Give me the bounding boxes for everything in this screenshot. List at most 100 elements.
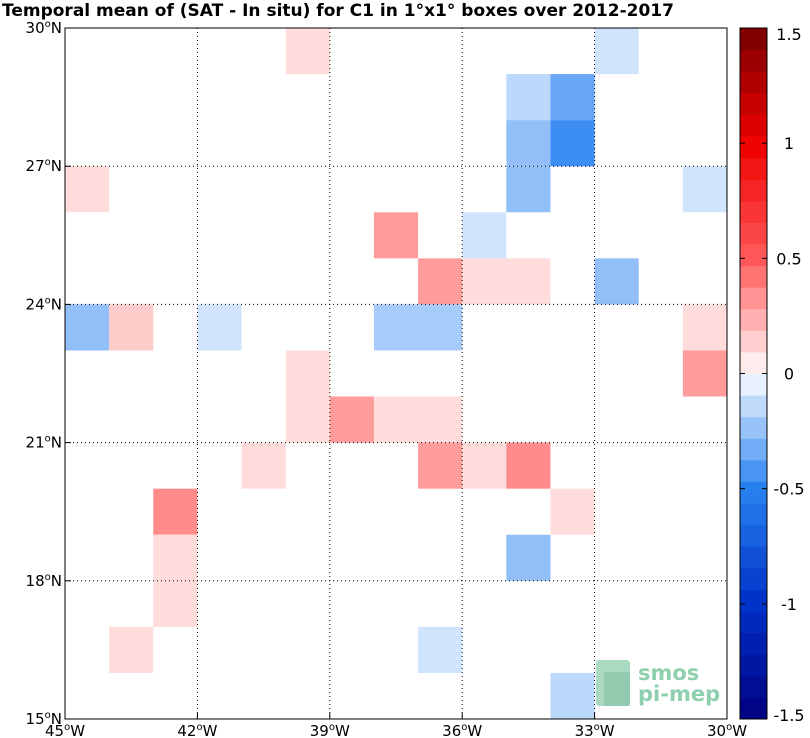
heatmap-cell — [197, 304, 242, 351]
heatmap-cell — [373, 396, 419, 443]
colorbar-segment — [740, 481, 767, 504]
colorbar-segment — [740, 243, 767, 267]
colorbar-segment — [740, 438, 767, 461]
y-tick-label: 30oN — [26, 19, 62, 37]
heatmap-cell — [594, 28, 639, 75]
heatmap-cell — [418, 442, 463, 489]
chart-title: Temporal mean of (SAT - In situ) for C1 … — [2, 1, 674, 21]
heatmap-cell — [506, 258, 551, 305]
heatmap-cell — [418, 396, 463, 443]
heatmap-cell — [682, 350, 727, 397]
heatmap-cell — [506, 120, 551, 167]
heatmap-cell — [418, 258, 463, 305]
cells-layer — [65, 28, 727, 719]
colorbar-segment — [740, 308, 767, 331]
axis-labels: 45oW 42oW 39oW 36oW 33oW 30oW 15oN 18oN 21oN 24oN… — [26, 19, 748, 738]
heatmap-cell — [418, 626, 463, 673]
colorbar-tick-label: -0.5 — [773, 480, 804, 499]
colorbar-tick-label: 0 — [784, 365, 794, 384]
colorbar-segment — [740, 611, 767, 634]
heatmap-cell — [506, 534, 551, 581]
heatmap-cell — [109, 304, 154, 351]
colorbar-segment — [740, 92, 767, 115]
heatmap-cell — [550, 488, 595, 535]
logo-icon — [596, 660, 630, 706]
colorbar-segment — [740, 265, 767, 288]
colorbar-segment — [740, 632, 767, 655]
colorbar-segment — [740, 200, 767, 223]
colorbar-segment — [740, 503, 767, 526]
heatmap-cell — [285, 350, 330, 397]
heatmap-cell — [153, 580, 198, 627]
colorbar-segment — [740, 222, 767, 245]
heatmap-cell — [65, 304, 110, 351]
colorbar-segment — [740, 567, 767, 590]
colorbar-segment — [740, 114, 767, 137]
heatmap-cell — [462, 258, 507, 305]
logo-text-smos: smos — [638, 661, 699, 685]
x-tick-label: 30oW — [707, 722, 747, 738]
heatmap-cell — [153, 488, 198, 535]
y-tick-label: 27oN — [26, 157, 62, 175]
colorbar-segment — [740, 675, 767, 698]
colorbar-segment — [740, 157, 767, 180]
colorbar-segment — [740, 395, 767, 418]
heatmap-cell — [462, 442, 507, 489]
heatmap-cell — [682, 166, 727, 213]
y-tick-label: 24oN — [26, 295, 62, 313]
colorbar-segment — [740, 351, 767, 374]
heatmap-cell — [373, 304, 419, 351]
colorbar: 1.5 1 0.5 0 -0.5 -1 -1.5 — [739, 25, 805, 725]
colorbar-segment — [740, 179, 767, 202]
colorbar-segment — [740, 28, 767, 51]
colorbar-segment — [740, 49, 767, 72]
heatmap-cell — [109, 626, 154, 673]
colorbar-tick-label: 0.5 — [776, 249, 801, 268]
colorbar-segment — [740, 71, 767, 94]
y-tick-label: 18oN — [26, 572, 62, 590]
heatmap-cell — [241, 442, 286, 489]
logo-text-pimep: pi-mep — [638, 682, 720, 706]
heatmap-cell — [506, 74, 551, 121]
colorbar-segment — [740, 135, 767, 159]
colorbar-tick-label: -1 — [781, 595, 797, 614]
watermark-logo: smos pi-mep — [596, 660, 720, 706]
heatmap-cell — [550, 74, 595, 121]
y-tick-label: 15oN — [26, 710, 62, 728]
heatmap-cell — [550, 120, 595, 167]
colorbar-segment — [740, 546, 767, 569]
colorbar-segment — [740, 524, 767, 547]
heatmap-cell — [65, 166, 110, 213]
heatmap-cell — [594, 258, 639, 305]
x-tick-label: 39oW — [310, 722, 350, 738]
colorbar-tick-label: -1.5 — [773, 706, 804, 725]
heatmap-cell — [285, 28, 330, 75]
heatmap-cell — [373, 212, 419, 259]
colorbar-segment — [740, 459, 767, 482]
colorbar-segment — [740, 654, 767, 677]
heatmap-cell — [506, 442, 551, 489]
colorbar-segment — [740, 373, 767, 396]
colorbar-tick-label: 1.5 — [776, 25, 801, 44]
x-tick-label: 33oW — [575, 722, 615, 738]
plot-frame — [64, 27, 728, 720]
heatmap-cell — [285, 396, 330, 443]
x-tick-label: 45oW — [45, 722, 85, 738]
heatmap-cell — [153, 534, 198, 581]
colorbar-segment — [740, 287, 767, 310]
heatmap-cell — [418, 304, 463, 351]
heatmap-cell — [682, 304, 727, 351]
colorbar-segment — [740, 416, 767, 439]
heatmap-cell — [462, 212, 507, 259]
x-tick-label: 36oW — [442, 722, 482, 738]
heatmap-cell — [550, 672, 595, 719]
colorbar-tick-label: 1 — [784, 134, 794, 153]
x-tick-label: 42oW — [177, 722, 217, 738]
colorbar-segment — [740, 697, 767, 720]
heatmap-cell — [506, 166, 551, 213]
heatmap-cell — [329, 396, 374, 443]
colorbar-segment — [740, 589, 767, 612]
y-tick-label: 21oN — [26, 434, 62, 452]
colorbar-segment — [740, 330, 767, 353]
